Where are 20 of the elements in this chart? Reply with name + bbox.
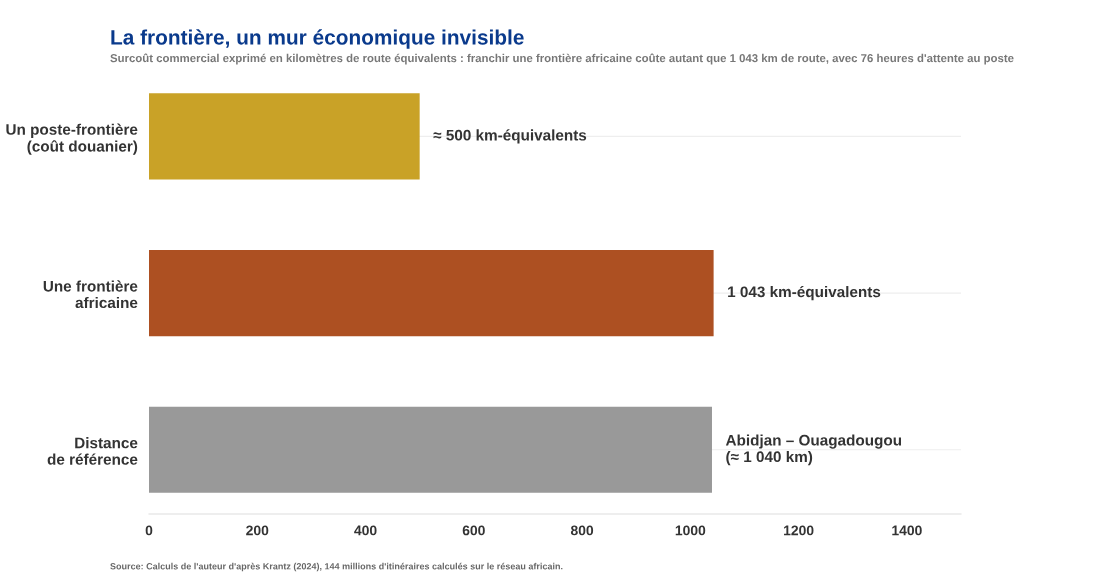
x-tick-label: 400 — [354, 525, 377, 536]
chart-title: La frontière, un mur économique invisible — [111, 29, 524, 49]
data-label: Abidjan – Ouagadougou (≈ 1 040 km) — [725, 434, 902, 466]
x-tick-label: 200 — [246, 525, 269, 536]
chart-subtitle: Surcoût commercial exprimé en kilomètres de route équivalents : franchir une frontière africaine coûte autant que 1 043 km de route, avec 76 heures d'attente au poste — [110, 53, 1014, 65]
source-note: Source: Calculs de l'auteur d'après Krantz (2024), 144 millions d'itinéraires calculés sur le réseau africain. — [110, 562, 563, 572]
data-label: ≈ 500 km-équivalents — [433, 129, 587, 144]
x-tick-label: 1200 — [784, 525, 814, 536]
bar — [149, 250, 714, 337]
y-tick-label: Un poste-frontière (coût douanier) — [6, 123, 138, 155]
x-tick-label: 600 — [462, 525, 485, 536]
data-label: 1 043 km-équivalents — [728, 285, 881, 301]
x-tick-label: 800 — [570, 525, 594, 536]
bar — [149, 93, 420, 180]
y-tick-label: Une frontière africaine — [43, 280, 138, 309]
x-tick-label: 1000 — [675, 525, 706, 536]
x-tick-label: 1400 — [892, 525, 922, 536]
bar — [149, 406, 712, 493]
x-tick-label: 0 — [145, 525, 153, 536]
y-tick-label: Distance de référence — [47, 437, 138, 465]
